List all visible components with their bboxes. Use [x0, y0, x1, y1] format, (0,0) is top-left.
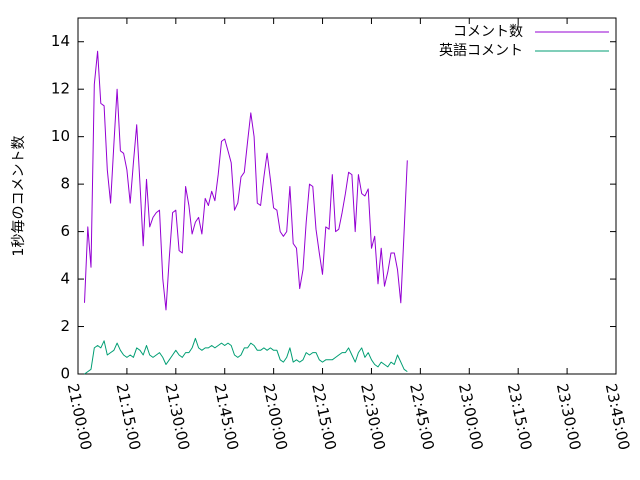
x-tick-label: 23:00:00: [455, 382, 487, 452]
x-tick-label: 21:15:00: [113, 382, 145, 452]
x-tick-label: 23:15:00: [504, 382, 536, 452]
x-tick-label: 22:15:00: [308, 382, 340, 452]
x-tick-label: 21:00:00: [64, 382, 96, 452]
y-tick-label: 14: [51, 32, 70, 50]
y-tick-label: 4: [60, 270, 70, 288]
y-tick-label: 12: [51, 80, 70, 98]
y-tick-label: 0: [60, 365, 70, 383]
series-line-1: [84, 337, 408, 375]
x-tick-label: 21:30:00: [162, 382, 194, 452]
legend-label-0: コメント数: [453, 24, 523, 40]
y-tick-label: 8: [60, 175, 70, 193]
legend-label-1: 英語コメント: [439, 42, 523, 59]
x-tick-label: 22:30:00: [357, 382, 389, 452]
x-tick-label: 23:30:00: [553, 382, 585, 452]
series-line-0: [84, 50, 408, 311]
y-tick-label: 10: [51, 127, 70, 145]
ticks-layer: 0 2 4 6 8 10 12 14 21:00:00 21:15:00 21:30:00 21:45…: [51, 18, 633, 452]
series-layer: [84, 50, 408, 375]
x-tick-label: 23:45:00: [602, 382, 634, 452]
x-tick-label: 21:45:00: [210, 382, 242, 452]
plot-frame: [77, 17, 617, 375]
y-tick-label: 2: [60, 317, 70, 335]
x-tick-label: 22:45:00: [406, 382, 438, 452]
y-axis-label: 1秒毎のコメント数: [11, 136, 27, 257]
x-tick-label: 22:00:00: [259, 382, 291, 452]
y-tick-label: 6: [60, 222, 70, 240]
